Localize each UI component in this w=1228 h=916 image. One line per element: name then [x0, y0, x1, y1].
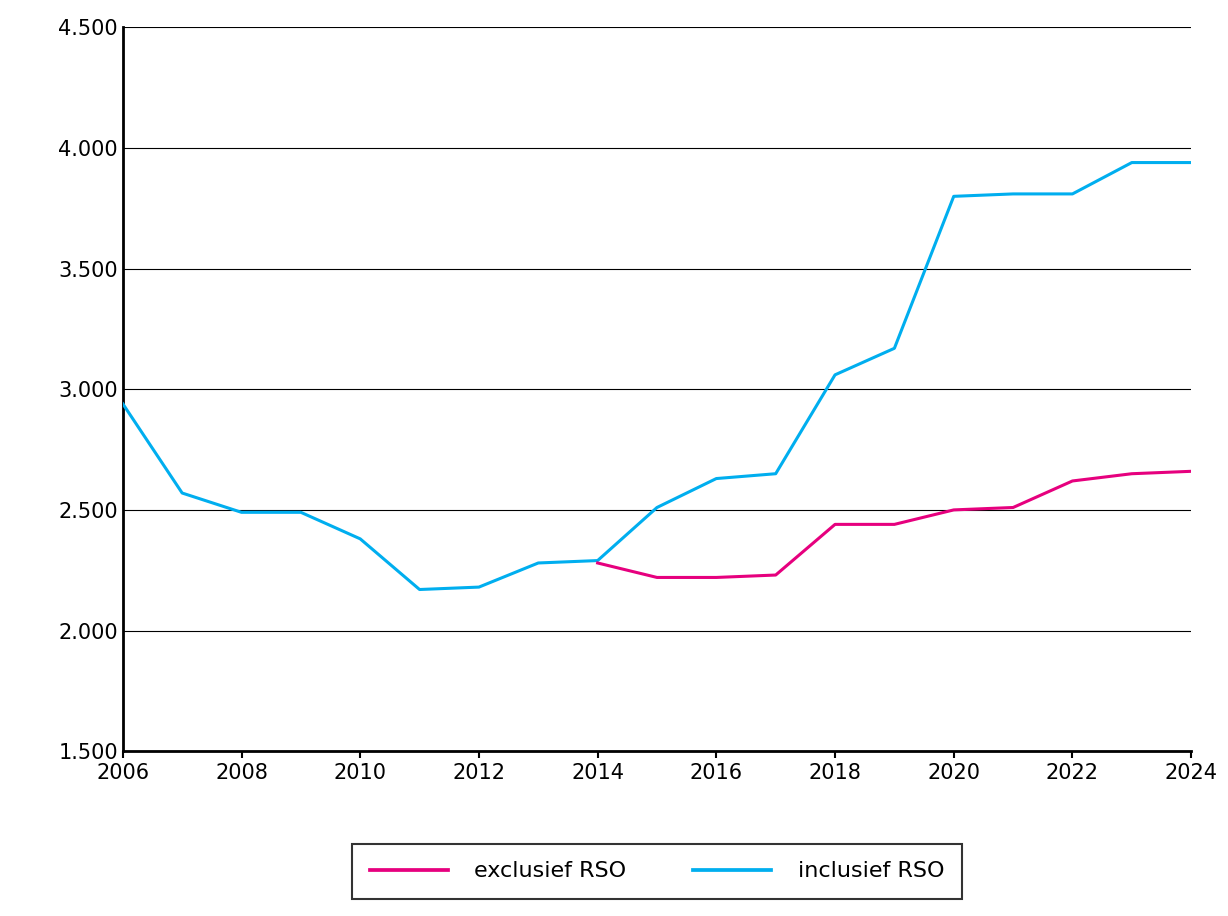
Legend: exclusief RSO, inclusief RSO: exclusief RSO, inclusief RSO — [352, 844, 962, 900]
